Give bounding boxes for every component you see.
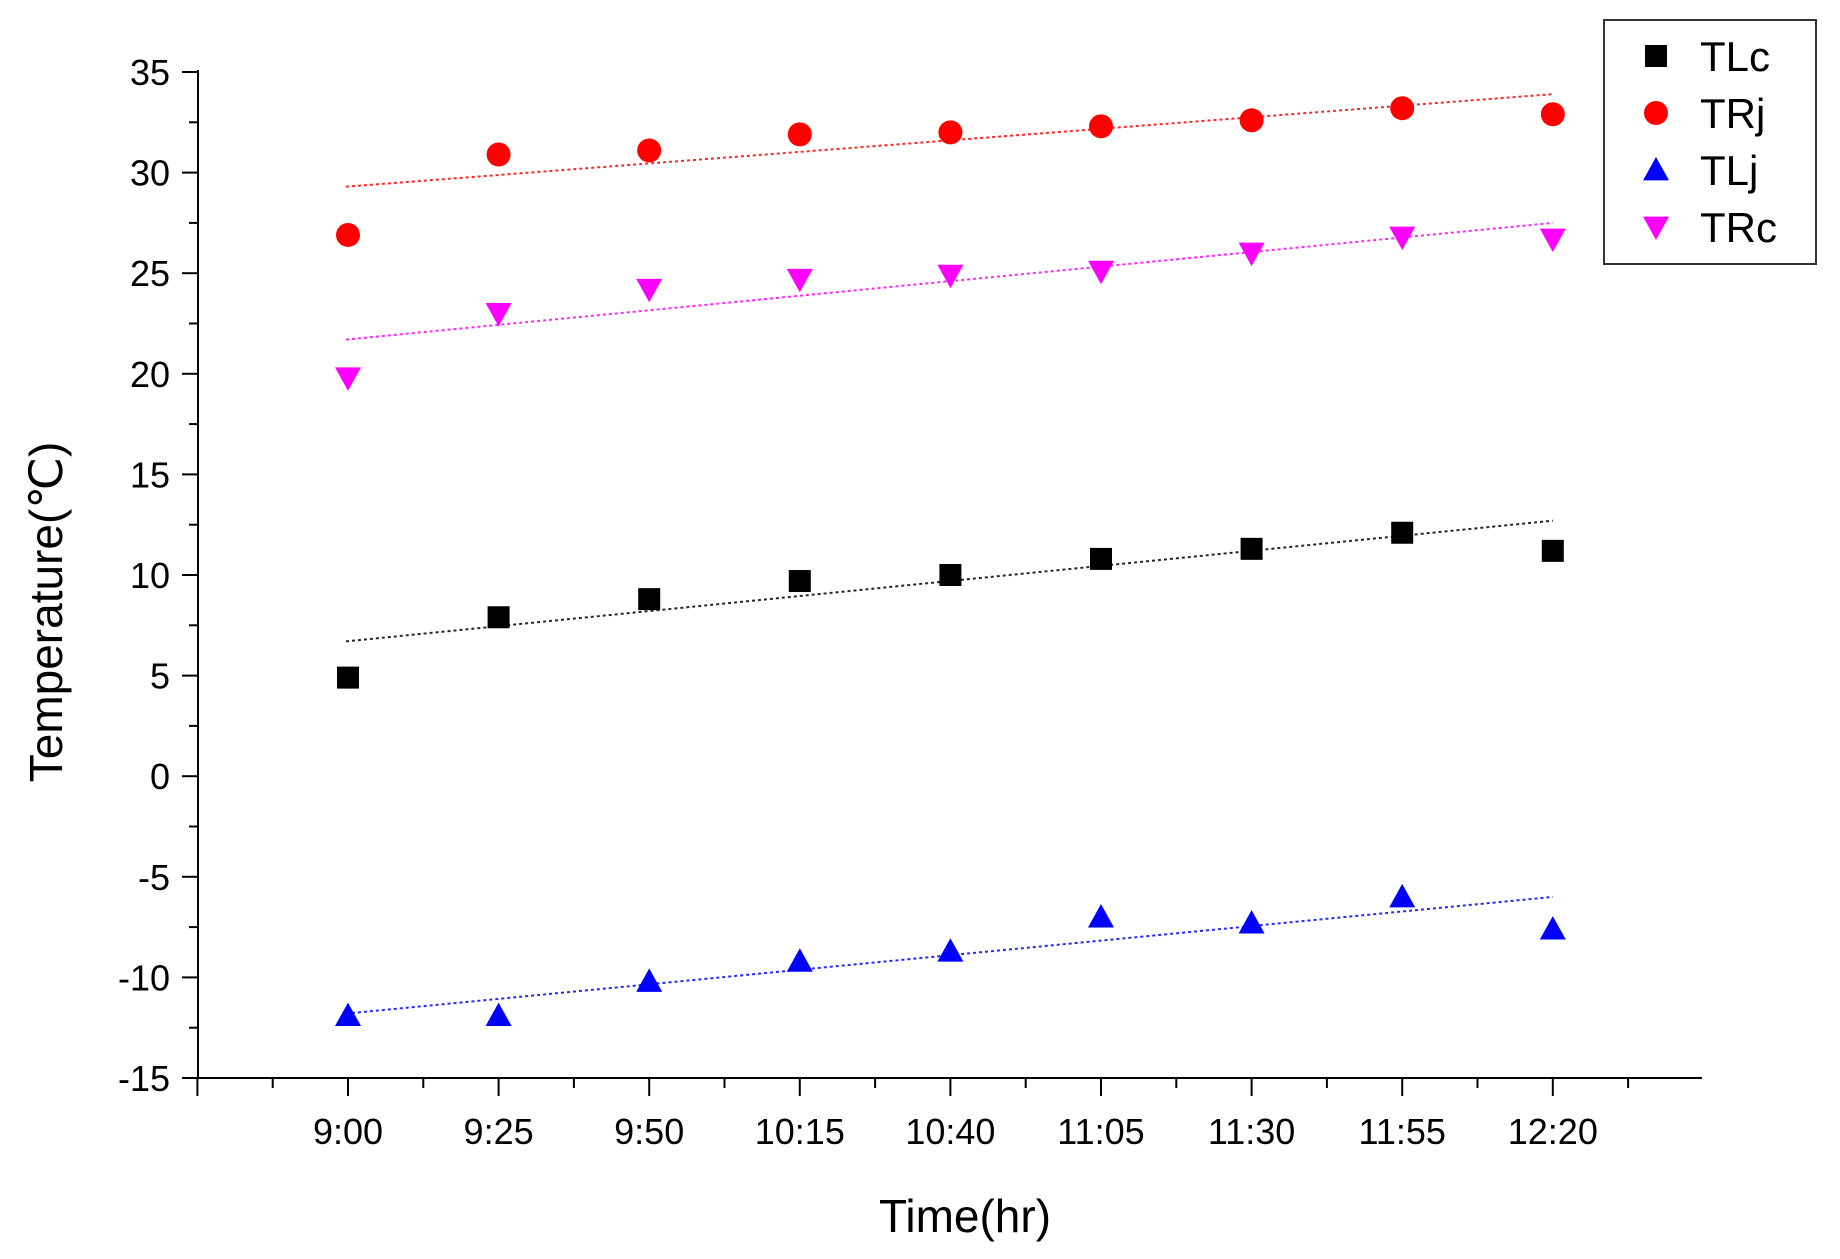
y-tick-label: -15	[118, 1058, 170, 1099]
y-tick-label: 0	[150, 756, 170, 797]
point-TLj	[1389, 883, 1416, 908]
point-TRc	[485, 303, 512, 327]
point-TLc	[638, 588, 661, 611]
point-TLj	[1088, 904, 1114, 928]
x-axis-title: Time(hr)	[879, 1190, 1051, 1242]
point-TLc	[1240, 537, 1263, 560]
point-TRj	[938, 120, 963, 145]
point-TLj	[335, 1002, 361, 1027]
x-tick-label: 9:50	[614, 1111, 684, 1152]
trend-line-TRj	[345, 93, 1553, 188]
trend-lines	[345, 93, 1553, 1015]
x-tick-label: 10:15	[755, 1111, 845, 1152]
point-TRc	[1088, 260, 1114, 285]
point-TRj	[1239, 108, 1264, 133]
y-tick-label: 25	[130, 253, 170, 294]
x-tick-label: 11:55	[1358, 1111, 1445, 1152]
y-tick-label: 5	[150, 656, 170, 697]
point-TLj	[786, 948, 813, 972]
data-markers	[335, 96, 1566, 1027]
point-TLc	[337, 666, 359, 689]
y-axis-title: Temperature(℃)	[20, 442, 72, 783]
legend-box	[1603, 19, 1817, 265]
y-tick-label: 20	[130, 354, 170, 395]
point-TRj	[336, 222, 360, 247]
point-TRc	[1389, 226, 1416, 250]
point-TLc	[1391, 521, 1414, 544]
x-tick-label: 9:25	[464, 1111, 534, 1152]
point-TRj	[1390, 96, 1415, 121]
point-TRc	[335, 367, 361, 391]
point-TRc	[636, 278, 663, 303]
point-TRj	[787, 122, 812, 147]
legend: TLc TRj TLj TRc	[1603, 19, 1817, 265]
point-TLj	[1539, 916, 1566, 940]
y-tick-label: -10	[118, 957, 170, 998]
y-tick-label: 30	[130, 153, 170, 194]
point-TLc	[939, 564, 962, 586]
point-TRc	[1238, 242, 1265, 267]
point-TRj	[637, 138, 662, 163]
x-tick-label: 12:20	[1508, 1111, 1598, 1152]
legend-label-TRj: TRj	[1700, 90, 1765, 137]
axes: 35 30 25 20 15 10 5 0 -5 -10 -15 9:00 9:25 9:50 10:15 1…	[118, 52, 1702, 1152]
y-tick-label: 15	[130, 454, 170, 495]
point-TRj	[1089, 114, 1113, 139]
y-tick-label: 10	[130, 555, 170, 596]
legend-marker-TLj	[1643, 157, 1669, 181]
legend-marker-TRj	[1644, 101, 1668, 125]
point-TRc	[1539, 228, 1566, 252]
point-TLc	[788, 570, 811, 593]
point-TRj	[486, 142, 511, 167]
x-tick-label: 11:30	[1208, 1111, 1295, 1152]
point-TRc	[937, 264, 964, 289]
x-tick-label: 9:00	[313, 1111, 383, 1152]
legend-marker-TRc	[1643, 216, 1669, 240]
y-tick-label: 35	[130, 52, 170, 93]
legend-label-TLj: TLj	[1700, 147, 1758, 194]
point-TLc	[1090, 547, 1112, 570]
point-TLc	[1541, 539, 1564, 562]
point-TRc	[786, 268, 813, 293]
point-TRj	[1540, 102, 1565, 127]
legend-marker-TLc	[1645, 45, 1667, 67]
point-TLj	[636, 968, 663, 992]
x-tick-label: 10:40	[905, 1111, 995, 1152]
y-tick-label: -5	[138, 857, 170, 898]
legend-label-TLc: TLc	[1700, 33, 1770, 80]
point-TLc	[487, 606, 510, 629]
x-tick-label: 11:05	[1057, 1111, 1144, 1152]
point-TLj	[1238, 910, 1265, 934]
point-TLj	[937, 938, 964, 962]
point-TLj	[485, 1002, 512, 1027]
legend-label-TRc: TRc	[1700, 204, 1777, 251]
